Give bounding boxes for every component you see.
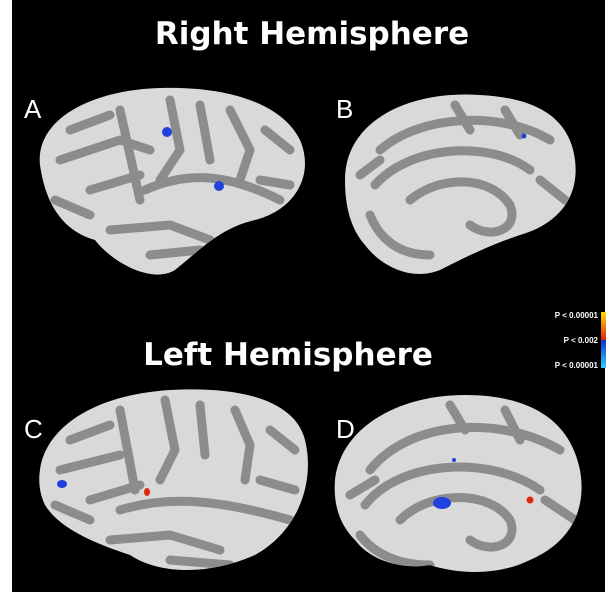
panel-label: D bbox=[336, 414, 355, 444]
colorbar-positive bbox=[601, 312, 606, 340]
colorbar-label: P < 0.00001 bbox=[555, 361, 599, 370]
panel-label: C bbox=[24, 414, 43, 444]
brain-medial-left bbox=[334, 395, 582, 572]
colorbar-label: P < 0.002 bbox=[564, 336, 599, 345]
colorbar-negative bbox=[601, 340, 606, 368]
panel-label: B bbox=[336, 94, 353, 124]
title-right: Right Hemisphere bbox=[155, 16, 469, 52]
colorbar-label: P < 0.00001 bbox=[555, 311, 599, 320]
title-left: Left Hemisphere bbox=[143, 337, 433, 373]
brain-medial-right bbox=[345, 94, 576, 274]
panel-label: A bbox=[24, 94, 42, 124]
